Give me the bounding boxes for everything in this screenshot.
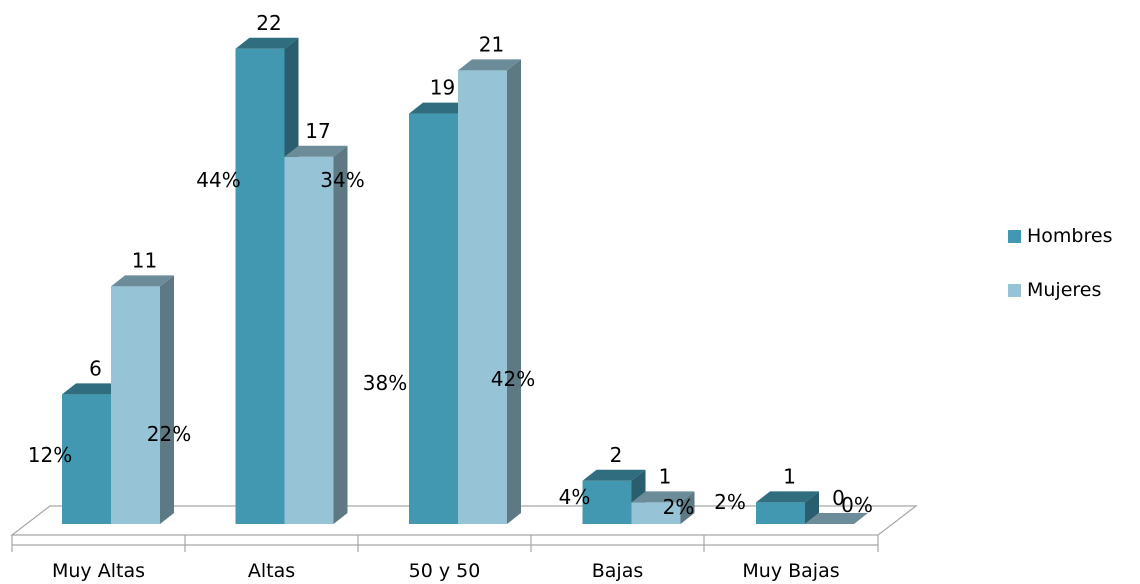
percent-label: 22% (147, 422, 191, 446)
legend-label: Mujeres (1027, 279, 1101, 301)
legend-item-mujeres: Mujeres (1008, 279, 1101, 301)
percent-label: 0% (841, 493, 873, 517)
bar-hombres-4 (756, 491, 819, 524)
category-label: Altas (248, 560, 295, 582)
percent-label: 12% (28, 443, 72, 467)
percent-label: 34% (320, 168, 364, 192)
value-label: 21 (479, 32, 504, 56)
category-label: Bajas (592, 560, 644, 582)
bar-top (409, 102, 472, 114)
bar-top (111, 275, 174, 287)
bar-front (111, 286, 160, 524)
value-label: 1 (659, 464, 672, 488)
bar-top (284, 145, 348, 157)
value-label: 0 (832, 486, 845, 510)
percent-label: 2% (663, 495, 695, 519)
percent-label: 44% (196, 168, 240, 192)
bar-mujeres-2 (458, 59, 521, 525)
bar-front (756, 502, 805, 524)
bar-side (160, 275, 174, 524)
legend-swatch (1008, 230, 1021, 243)
bar-top (805, 513, 868, 524)
value-label: 22 (256, 11, 281, 35)
category-label: Muy Altas (52, 560, 145, 582)
bar-side (680, 491, 695, 524)
bar-side (333, 145, 348, 525)
bar-front (631, 502, 681, 524)
bar-top (631, 491, 695, 503)
percent-label: 2% (714, 490, 746, 514)
bar-side (805, 491, 819, 524)
category-label: Muy Bajas (742, 560, 839, 582)
bar-front (235, 48, 285, 525)
bar-group (62, 37, 868, 525)
bar-hombres-3 (582, 469, 646, 524)
bar-mujeres-4 (805, 513, 868, 524)
percent-label: 38% (363, 371, 407, 395)
bar-top (235, 37, 299, 49)
percent-label: 42% (491, 367, 535, 391)
bar-side (507, 59, 521, 525)
value-label: 2 (610, 443, 623, 467)
bar-front (62, 394, 111, 524)
legend: Hombres Mujeres (1008, 225, 1112, 301)
category-label: 50 y 50 (409, 560, 481, 582)
category-axis: Muy Altas Altas 50 y 50 Bajas Muy Bajas (11, 535, 879, 582)
bar-top (458, 59, 521, 71)
bar-front (409, 113, 458, 524)
bar-front (458, 70, 507, 525)
bar-top (582, 469, 646, 481)
value-label: 19 (430, 76, 455, 100)
legend-swatch (1008, 284, 1021, 297)
percent-label: 4% (559, 485, 591, 509)
bar-front (582, 480, 632, 524)
value-label: 1 (783, 464, 796, 488)
bar-top (62, 383, 125, 395)
bar-top (756, 491, 819, 503)
legend-label: Hombres (1027, 225, 1112, 247)
bar-mujeres-0 (111, 275, 174, 524)
bar-front (284, 156, 334, 525)
value-label: 17 (305, 119, 330, 143)
value-label: 6 (89, 356, 102, 380)
value-label: 11 (132, 248, 157, 272)
legend-item-hombres: Hombres (1008, 225, 1112, 247)
bar-mujeres-1 (284, 145, 348, 525)
bar-mujeres-3 (631, 491, 695, 524)
